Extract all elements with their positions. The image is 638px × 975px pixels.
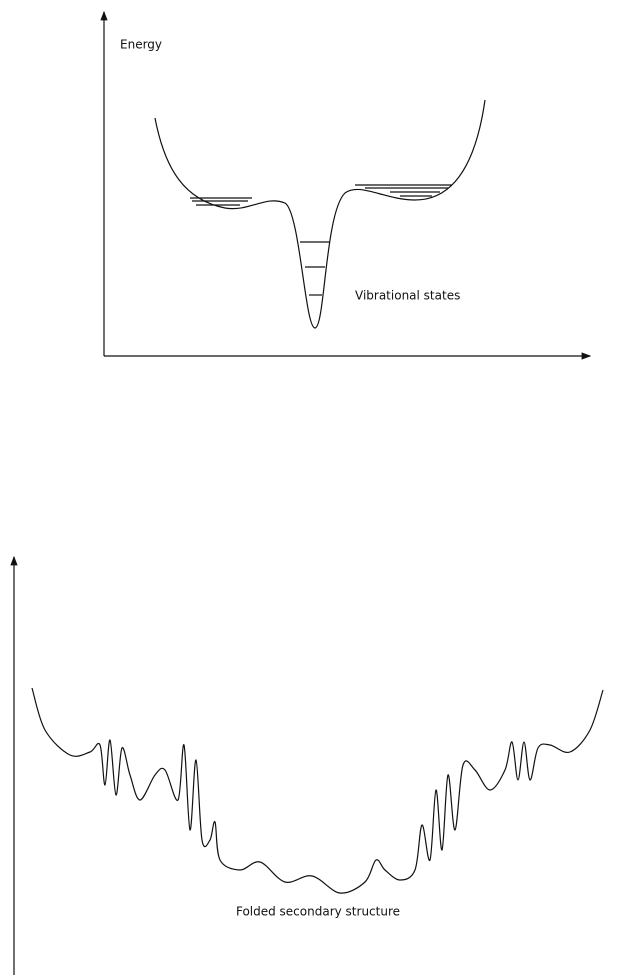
- annotation: Folded secondary structure: [236, 905, 400, 919]
- annotation: Vibrational states: [355, 289, 460, 303]
- bottom-diagram: Folded secondary structure: [10, 555, 604, 975]
- vibrational-levels: [190, 184, 452, 296]
- axis-label: Energy: [120, 38, 162, 52]
- energy-curve: [154, 99, 486, 329]
- top-diagram: Energy Vibrational states: [100, 10, 592, 360]
- rugged-landscape-curve: [31, 687, 604, 894]
